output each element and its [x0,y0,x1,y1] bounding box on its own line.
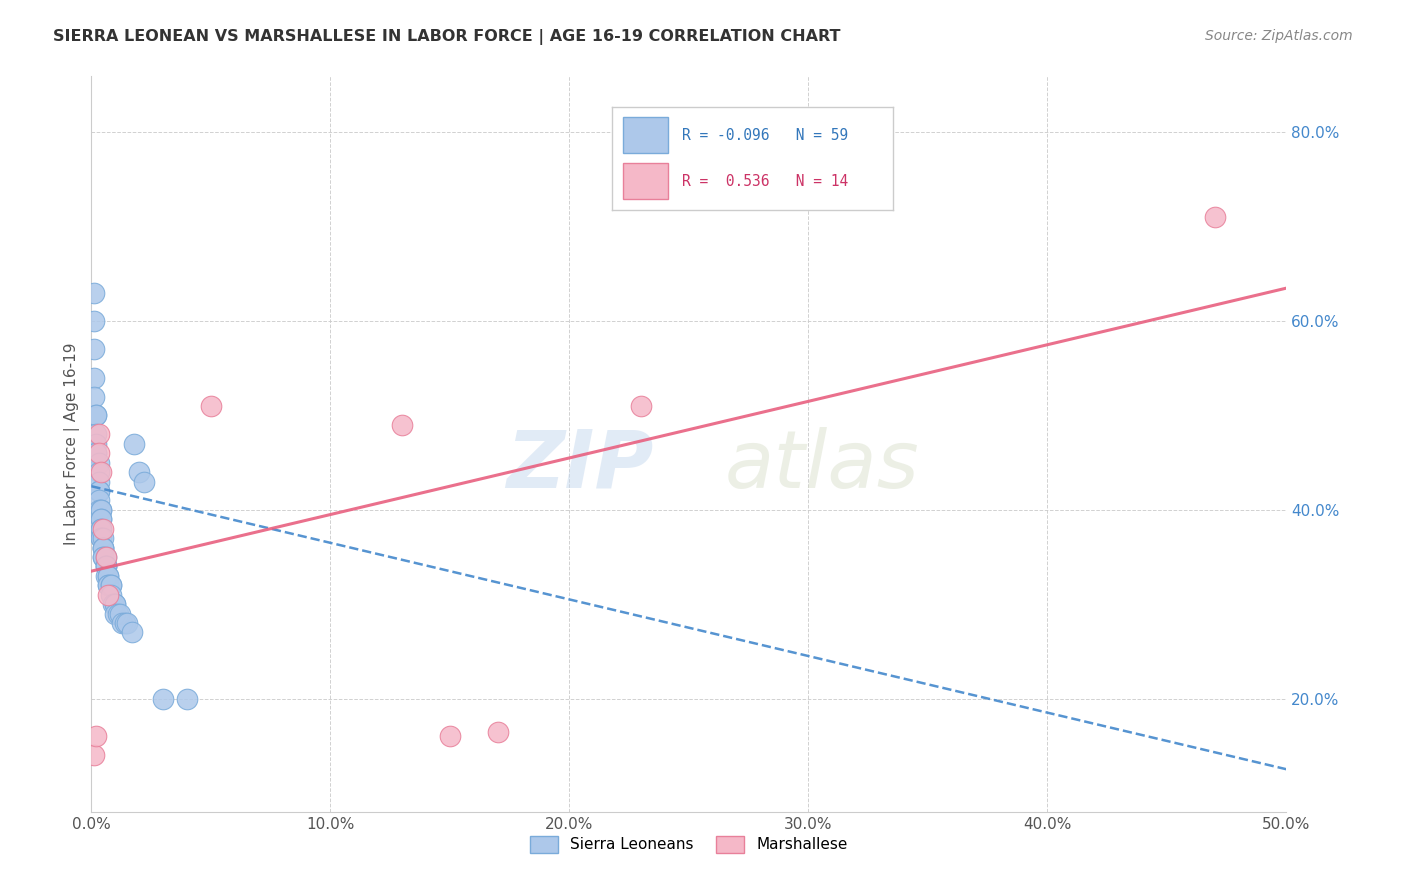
Text: Source: ZipAtlas.com: Source: ZipAtlas.com [1205,29,1353,43]
Point [90,522,112,536]
Point [90,512,112,526]
Point [87,483,110,498]
Point [200,399,222,413]
Point [93,541,114,555]
Point [87,483,110,498]
Bar [623,163,668,199]
Point [97,569,120,583]
Point [84,446,107,460]
Point [111,615,134,630]
Y-axis label: In Labor Force | Age 16-19: In Labor Force | Age 16-19 [65,343,80,545]
Point [90,522,112,536]
Point [87,475,110,489]
Point [94,559,117,574]
Point [84,409,107,423]
Point [87,427,110,442]
Bar [623,118,668,153]
Point [94,569,117,583]
Point [176,691,198,706]
Point [87,456,110,470]
Point [94,549,117,564]
Point [97,578,120,592]
Point [124,437,146,451]
Point [87,446,110,460]
Legend: Sierra Leoneans, Marshallese: Sierra Leoneans, Marshallese [524,830,853,859]
Point [94,549,117,564]
Point [90,503,112,517]
Point [132,475,155,489]
Point [83,343,105,357]
Point [83,285,105,300]
Point [93,541,114,555]
Point [90,531,112,545]
Point [93,541,114,555]
Point [87,465,110,479]
Point [100,578,122,592]
Point [108,607,131,621]
Point [439,729,461,743]
Point [90,465,112,479]
Point [94,559,117,574]
Point [87,503,110,517]
Point [90,503,112,517]
Point [115,615,138,630]
Text: ZIP: ZIP [506,427,652,505]
Point [486,724,509,739]
Point [114,615,136,630]
Point [83,370,105,384]
Point [100,578,122,592]
Point [90,512,112,526]
Point [93,522,114,536]
Point [121,625,143,640]
Point [104,597,127,611]
Point [100,588,122,602]
Point [84,729,107,743]
Point [93,549,114,564]
Point [391,417,413,432]
Point [630,399,652,413]
Point [90,531,112,545]
Point [1204,211,1226,225]
Point [93,531,114,545]
Text: R =  0.536   N = 14: R = 0.536 N = 14 [682,174,848,189]
Point [84,446,107,460]
Point [104,607,127,621]
Text: atlas: atlas [725,427,920,505]
Point [84,409,107,423]
Point [107,607,129,621]
Point [97,588,120,602]
Point [84,437,107,451]
Point [83,390,105,404]
Point [94,559,117,574]
Point [101,597,124,611]
Point [152,691,174,706]
Point [87,493,110,508]
Text: R = -0.096   N = 59: R = -0.096 N = 59 [682,128,848,143]
Point [84,427,107,442]
Point [83,748,105,763]
Text: SIERRA LEONEAN VS MARSHALLESE IN LABOR FORCE | AGE 16-19 CORRELATION CHART: SIERRA LEONEAN VS MARSHALLESE IN LABOR F… [53,29,841,45]
Point [97,578,120,592]
Point [97,569,120,583]
Point [104,597,127,611]
Point [128,465,150,479]
Point [93,549,114,564]
Point [83,314,105,328]
